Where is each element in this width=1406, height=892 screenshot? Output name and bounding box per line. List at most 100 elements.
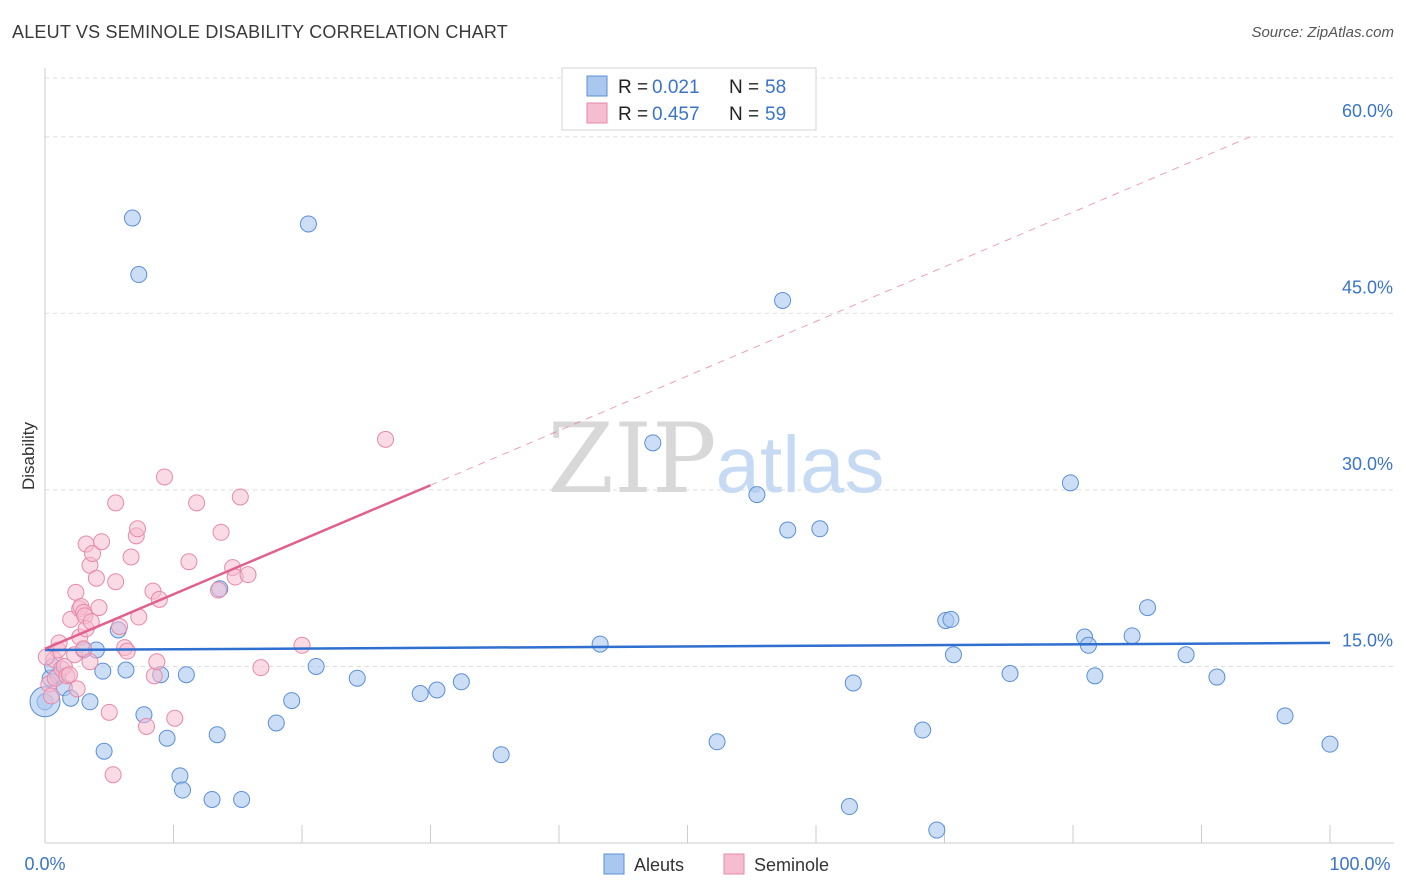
aleut-point <box>914 721 932 739</box>
aleut-point <box>928 821 946 839</box>
seminole-point <box>212 523 230 541</box>
legend-r-value-aleut: 0.021 <box>652 77 700 98</box>
legend-n-label-seminole: N = <box>729 104 759 125</box>
seminole-point <box>122 548 140 566</box>
seminole-point <box>129 520 147 538</box>
aleut-point <box>158 729 176 747</box>
aleut-trend-line <box>44 641 1331 652</box>
aleut-point <box>203 790 221 808</box>
seminole-point <box>107 573 125 591</box>
seminole-point <box>166 709 184 727</box>
aleut-point <box>1086 667 1104 685</box>
aleut-point <box>173 781 191 799</box>
aleut-point <box>117 661 135 679</box>
legend-r-value-seminole: 0.457 <box>652 104 700 125</box>
aleut-point <box>944 646 962 664</box>
aleut-point <box>348 669 366 687</box>
aleut-point <box>208 726 226 744</box>
legend-swatch-aleut <box>586 75 608 97</box>
seminole-point <box>138 717 156 735</box>
legend-r-label-seminole: R = <box>618 104 648 125</box>
chart-source: Source: ZipAtlas.com <box>1251 24 1394 41</box>
aleut-point <box>171 767 189 785</box>
seminole-point <box>87 569 105 587</box>
seminole-point <box>42 687 60 705</box>
x-tick-label-min: 0.0% <box>24 854 65 874</box>
seminole-point <box>81 653 99 671</box>
y-tick-label: 30.0% <box>1342 454 1393 474</box>
series-label-aleuts: Aleuts <box>634 855 684 875</box>
aleut-point <box>130 266 148 284</box>
aleut-point <box>123 209 141 227</box>
seminole-trend-line <box>44 484 431 650</box>
seminole-point <box>37 648 55 666</box>
seminole-point <box>231 488 249 506</box>
watermark: ZIP atlas <box>547 403 884 515</box>
seminole-point <box>60 666 78 684</box>
aleut-point <box>591 635 609 653</box>
seminole-point <box>180 553 198 571</box>
seminole-point <box>209 581 227 599</box>
chart-title: ALEUT VS SEMINOLE DISABILITY CORRELATION… <box>12 22 508 42</box>
seminole-point <box>84 544 102 562</box>
y-tick-label: 60.0% <box>1342 101 1393 121</box>
aleut-point <box>1276 707 1294 725</box>
aleut-point <box>492 746 510 764</box>
seminole-point <box>104 766 122 784</box>
aleut-point <box>299 215 317 233</box>
aleut-point <box>1001 665 1019 683</box>
seminole-point <box>67 583 85 601</box>
aleut-point <box>307 657 325 675</box>
aleut-point <box>844 674 862 692</box>
aleut-point <box>95 742 113 760</box>
legend-n-value-seminole: 59 <box>765 104 786 125</box>
aleut-point <box>428 681 446 699</box>
aleut-point <box>1061 474 1079 492</box>
aleut-point <box>1123 627 1141 645</box>
seminole-point <box>118 642 136 660</box>
seminole-point <box>188 494 206 512</box>
aleut-point <box>233 790 251 808</box>
aleut-point <box>267 714 285 732</box>
x-tick-label-max: 100.0% <box>1329 854 1390 874</box>
seminole-point <box>90 599 108 617</box>
aleut-point <box>644 434 662 452</box>
aleut-point <box>1208 668 1226 686</box>
aleut-point <box>94 662 112 680</box>
series-label-seminole: Seminole <box>754 855 829 875</box>
seminole-point <box>93 533 111 551</box>
aleut-point <box>708 733 726 751</box>
aleut-point <box>177 666 195 684</box>
seminole-points <box>37 430 395 784</box>
seminole-point <box>252 659 270 677</box>
series-swatch-aleuts <box>603 853 625 875</box>
correlation-legend: R = 0.021 N = 58 R = 0.457 N = 59 <box>561 67 817 131</box>
aleut-point <box>779 521 797 539</box>
seminole-point <box>148 653 166 671</box>
seminole-point <box>293 636 311 654</box>
legend-r-label-aleut: R = <box>618 77 648 98</box>
seminole-trend-extension <box>430 135 1254 486</box>
aleut-point <box>411 685 429 703</box>
series-legend: Aleuts Seminole <box>603 853 829 875</box>
aleut-point <box>1321 735 1339 753</box>
legend-n-label-aleut: N = <box>729 77 759 98</box>
aleut-point <box>283 692 301 710</box>
legend-swatch-seminole <box>586 102 608 124</box>
aleut-point <box>774 291 792 309</box>
aleut-points <box>29 209 1339 839</box>
seminole-point <box>100 703 118 721</box>
series-swatch-seminole <box>723 853 745 875</box>
aleut-point <box>1177 646 1195 664</box>
aleut-point <box>748 486 766 504</box>
aleut-point <box>811 520 829 538</box>
seminole-point <box>377 430 395 448</box>
axes: 15.0% 30.0% 45.0% 60.0% 0.0% 100.0% <box>24 68 1394 874</box>
seminole-point <box>156 468 174 486</box>
aleut-point <box>840 798 858 816</box>
y-axis-label: Disability <box>19 421 38 490</box>
watermark-atlas: atlas <box>716 420 885 509</box>
legend-n-value-aleut: 58 <box>765 77 786 98</box>
y-tick-label: 45.0% <box>1342 277 1393 297</box>
